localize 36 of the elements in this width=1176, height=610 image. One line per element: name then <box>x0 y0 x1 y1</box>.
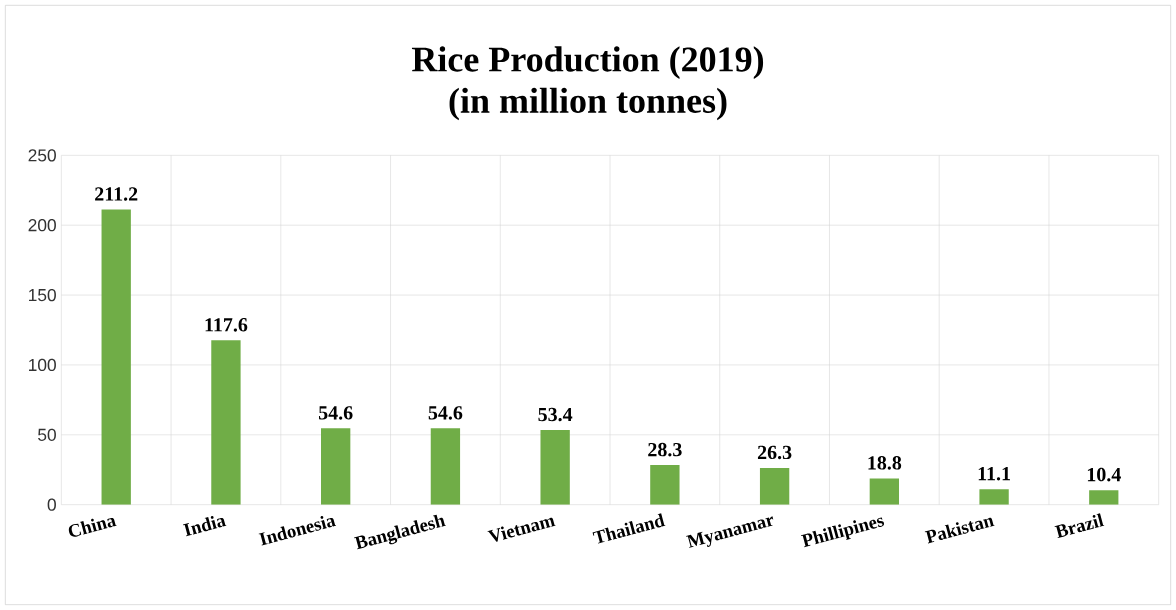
data-label: 11.1 <box>978 466 1010 481</box>
x-tick-label: Pakistan <box>924 517 995 544</box>
bar <box>650 465 680 505</box>
bar <box>430 428 461 505</box>
bar <box>759 467 790 505</box>
y-tick-label: 250 <box>28 149 56 162</box>
y-tick-label: 100 <box>29 358 56 372</box>
x-tick-label: Phillipines <box>801 517 885 548</box>
data-label: 10.4 <box>1087 467 1121 482</box>
bar <box>321 428 351 505</box>
bar <box>101 209 131 505</box>
data-label: 26.3 <box>757 445 792 460</box>
y-tick-label: 50 <box>38 428 56 441</box>
x-tick-label: India <box>183 516 227 537</box>
data-label: 53.4 <box>538 407 573 422</box>
data-label: 18.8 <box>868 456 902 470</box>
bar <box>979 489 1009 505</box>
bar <box>211 340 241 505</box>
data-label: 54.6 <box>428 406 463 420</box>
chart-subtitle: (in million tonnes) <box>449 87 727 121</box>
bar <box>869 478 900 505</box>
y-tick-label: 150 <box>29 288 56 302</box>
bar <box>1089 490 1119 505</box>
x-tick-label: Vietnam <box>487 517 556 542</box>
y-tick-label: 0 <box>47 498 56 511</box>
y-tick-label: 200 <box>28 219 56 232</box>
x-tick-label: Thailand <box>592 513 666 544</box>
data-label: 54.6 <box>318 406 353 420</box>
chart-title: Rice Production (2019) <box>411 46 764 79</box>
x-tick-label: Indonesia <box>258 516 337 546</box>
x-tick-label: China <box>68 517 117 537</box>
x-tick-label: Brazil <box>1054 513 1105 539</box>
data-label: 211.2 <box>95 187 138 201</box>
bar <box>540 430 570 505</box>
data-label: 28.3 <box>648 442 682 457</box>
data-label: 117.6 <box>205 318 248 332</box>
